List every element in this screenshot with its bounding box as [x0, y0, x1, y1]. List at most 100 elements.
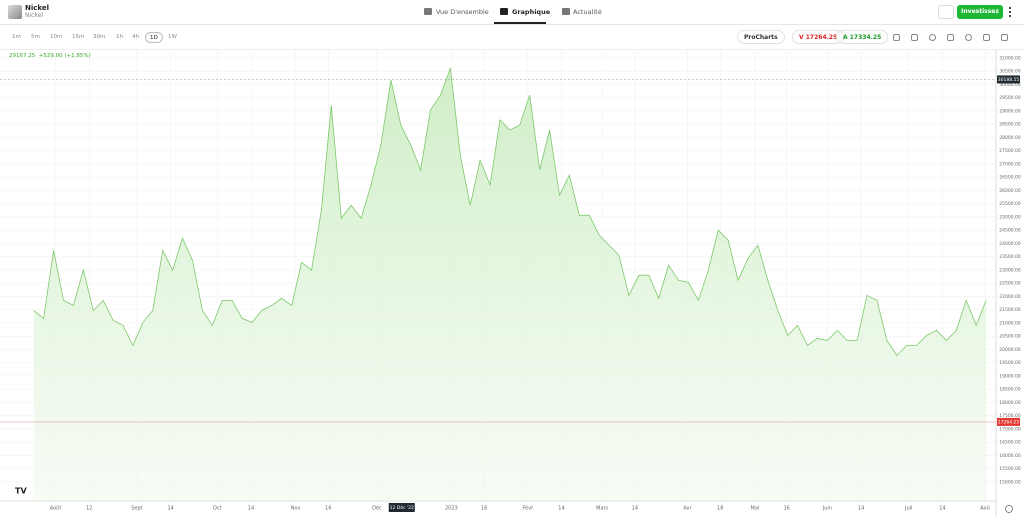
y-tick-label: 27000.00 — [999, 161, 1021, 167]
tab[interactable]: Actualité — [573, 8, 602, 16]
price-line — [33, 67, 987, 357]
crosshair-x-label: 12 Déc '22 — [390, 504, 414, 511]
settings-tool[interactable] — [929, 34, 936, 41]
news-icon — [562, 8, 570, 15]
tab-underline — [494, 22, 546, 24]
x-tick-label: 18 — [717, 506, 723, 512]
crosshair-y-tag — [997, 75, 1020, 84]
timeframe-button[interactable]: 10m — [50, 34, 63, 40]
x-tick-label: Mars — [596, 506, 608, 512]
y-tick-label: 30000.00 — [999, 82, 1021, 88]
crosshair-y-label: 30188.55 — [998, 77, 1020, 83]
y-tick-label: 29000.00 — [999, 108, 1021, 114]
sell-button[interactable]: V 17264.25 — [792, 30, 845, 44]
symbol-subtitle: Nickel — [25, 12, 44, 19]
y-tick-label: 20000.00 — [999, 347, 1021, 353]
x-tick-label: 16 — [325, 506, 331, 512]
y-tick-label: 16500.00 — [999, 440, 1021, 446]
invest-button[interactable]: Investissez — [957, 5, 1003, 19]
y-tick-label: 26500.00 — [999, 175, 1021, 181]
x-tick-label: 14 — [632, 506, 638, 512]
x-tick-label: 14 — [858, 506, 864, 512]
x-tick-label: Avr — [683, 506, 692, 512]
y-tick-label: 21000.00 — [999, 320, 1021, 326]
x-tick-label: 12 — [86, 506, 92, 512]
zoom-tool[interactable] — [965, 34, 972, 41]
y-tick-label: 23000.00 — [999, 267, 1021, 273]
x-tick-label: Juin — [822, 506, 832, 512]
y-tick-label: 25000.00 — [999, 214, 1021, 220]
y-tick-label: 24000.00 — [999, 241, 1021, 247]
timeframe-button[interactable]: 1m — [12, 34, 21, 40]
tv-logo: TV — [15, 487, 27, 496]
y-tick-label: 17500.00 — [999, 413, 1021, 419]
x-tick-label: 2023 — [445, 506, 458, 512]
x-tick-label: 14 — [558, 506, 564, 512]
area-fill — [33, 68, 987, 501]
y-tick-label: 18500.00 — [999, 387, 1021, 393]
timeframe-button[interactable]: 1W — [168, 34, 177, 40]
tab[interactable]: Vue D'ensemble — [436, 8, 489, 16]
x-tick-label: Août — [50, 505, 62, 512]
header: Nickel Nickel Vue D'ensemble Graphique A… — [0, 0, 1024, 25]
x-tick-label: Aoû — [980, 505, 990, 512]
list-button[interactable] — [938, 5, 954, 19]
crosshair-x-tag — [388, 503, 415, 512]
chart-icon — [500, 8, 508, 15]
y-tick-label: 19000.00 — [999, 373, 1021, 379]
y-tick-label: 23500.00 — [999, 254, 1021, 260]
x-tick-label: Sept — [131, 506, 142, 512]
y-tick-label: 28500.00 — [999, 122, 1021, 128]
y-tick-label: 17000.00 — [999, 426, 1021, 432]
sell-price-label: 17264.25 — [998, 419, 1020, 425]
y-tick-label: 22000.00 — [999, 294, 1021, 300]
x-tick-label: Déc — [372, 505, 382, 512]
timeframe-button[interactable]: 1D — [145, 32, 163, 43]
x-tick-label: Févr — [522, 505, 534, 512]
draw-tool[interactable] — [893, 34, 900, 41]
y-tick-label: 21500.00 — [999, 307, 1021, 313]
x-tick-label: 16 — [783, 506, 789, 512]
x-tick-label: 14 — [167, 506, 173, 512]
y-tick-label: 19500.00 — [999, 360, 1021, 366]
symbol: Nickel — [25, 4, 50, 12]
y-tick-label: 27500.00 — [999, 148, 1021, 154]
settings-icon[interactable] — [1005, 505, 1013, 513]
timeframe-button[interactable]: 5m — [31, 34, 40, 40]
price-info: 29167.25 +529.00 (+1.85%) — [9, 53, 91, 59]
indicator-tool[interactable] — [911, 34, 918, 41]
share-tool[interactable] — [983, 34, 990, 41]
x-tick-label: Nov — [291, 506, 301, 512]
sell-price: 17264.25 — [805, 34, 838, 41]
y-tick-label: 20500.00 — [999, 334, 1021, 340]
y-tick-label: 18000.00 — [999, 400, 1021, 406]
timeframe-button[interactable]: 4h — [132, 34, 139, 40]
buy-button[interactable]: A 17334.25 — [836, 30, 889, 44]
y-tick-label: 29500.00 — [999, 95, 1021, 101]
toolbar: 1m 5m 10m 15m 30m 1h 4h 1D 1W ProCharts V 17264.… — [0, 25, 1024, 50]
timeframe-button[interactable]: 1h — [116, 34, 123, 40]
y-tick-label: 26000.00 — [999, 188, 1021, 194]
expand-tool[interactable] — [1001, 34, 1008, 41]
timeframe-button[interactable]: 15m — [72, 34, 85, 40]
y-tick-label: 25500.00 — [999, 201, 1021, 207]
x-tick-label: Mai — [751, 506, 760, 512]
procharts-button[interactable]: ProCharts — [737, 30, 785, 44]
tab[interactable]: Graphique — [512, 8, 551, 16]
chart-type-tool[interactable] — [947, 34, 954, 41]
y-tick-label: 16000.00 — [999, 453, 1021, 459]
last-price: 29167.25 — [9, 53, 36, 59]
timeframe-button[interactable]: 30m — [93, 34, 106, 40]
y-axis-panel — [996, 50, 1024, 517]
buy-label: A — [843, 34, 848, 41]
y-tick-label: 30500.00 — [999, 69, 1021, 75]
logo — [8, 5, 22, 19]
x-tick-label: Juil — [904, 506, 912, 512]
more-menu[interactable] — [1009, 7, 1011, 17]
sell-price-tag — [997, 417, 1020, 426]
y-tick-label: 24500.00 — [999, 228, 1021, 234]
